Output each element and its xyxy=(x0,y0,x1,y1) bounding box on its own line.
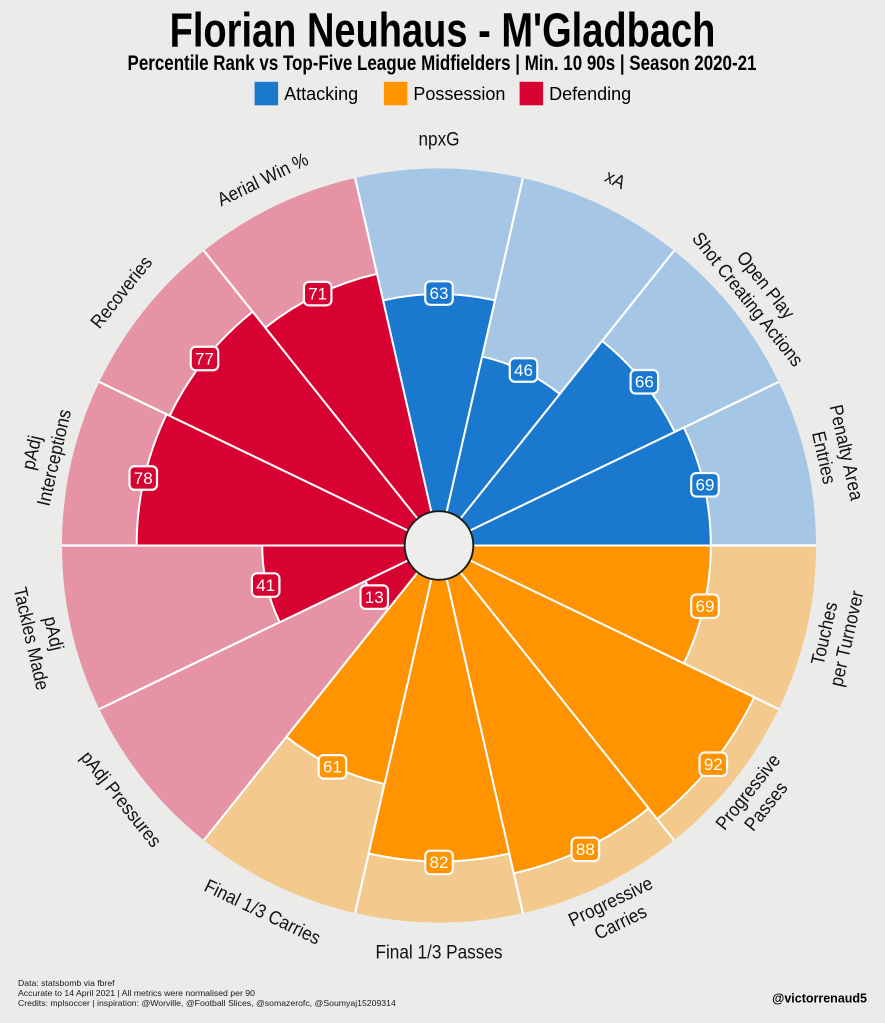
svg-text:Florian Neuhaus - M'Gladbach: Florian Neuhaus - M'Gladbach xyxy=(170,4,716,57)
svg-text:Data: statsbomb via fbref: Data: statsbomb via fbref xyxy=(18,978,115,988)
svg-text:92: 92 xyxy=(704,755,723,774)
svg-text:82: 82 xyxy=(430,853,449,872)
svg-text:Final 1/3 Passes: Final 1/3 Passes xyxy=(375,942,502,963)
svg-text:88: 88 xyxy=(576,840,595,859)
svg-text:63: 63 xyxy=(430,284,449,303)
svg-text:Percentile Rank vs Top-Five Le: Percentile Rank vs Top-Five League Midfi… xyxy=(128,52,757,75)
svg-text:Attacking: Attacking xyxy=(284,84,358,104)
svg-text:71: 71 xyxy=(308,284,327,303)
svg-text:Credits: mplsoccer | inspirati: Credits: mplsoccer | inspiration: @Worvi… xyxy=(18,998,396,1008)
svg-text:78: 78 xyxy=(134,469,153,488)
svg-text:46: 46 xyxy=(514,361,533,380)
svg-text:69: 69 xyxy=(696,476,715,495)
svg-text:77: 77 xyxy=(195,349,214,368)
svg-text:Possession: Possession xyxy=(413,84,505,104)
svg-text:66: 66 xyxy=(635,373,654,392)
svg-text:@victorrenaud5: @victorrenaud5 xyxy=(772,991,867,1005)
svg-text:Accurate to 14 April 2021 | Al: Accurate to 14 April 2021 | All metrics … xyxy=(18,988,255,998)
svg-text:61: 61 xyxy=(323,758,342,777)
svg-text:npxG: npxG xyxy=(418,129,459,150)
svg-text:13: 13 xyxy=(365,588,384,607)
svg-text:Defending: Defending xyxy=(549,84,631,104)
svg-text:41: 41 xyxy=(256,576,275,595)
svg-text:69: 69 xyxy=(696,597,715,616)
